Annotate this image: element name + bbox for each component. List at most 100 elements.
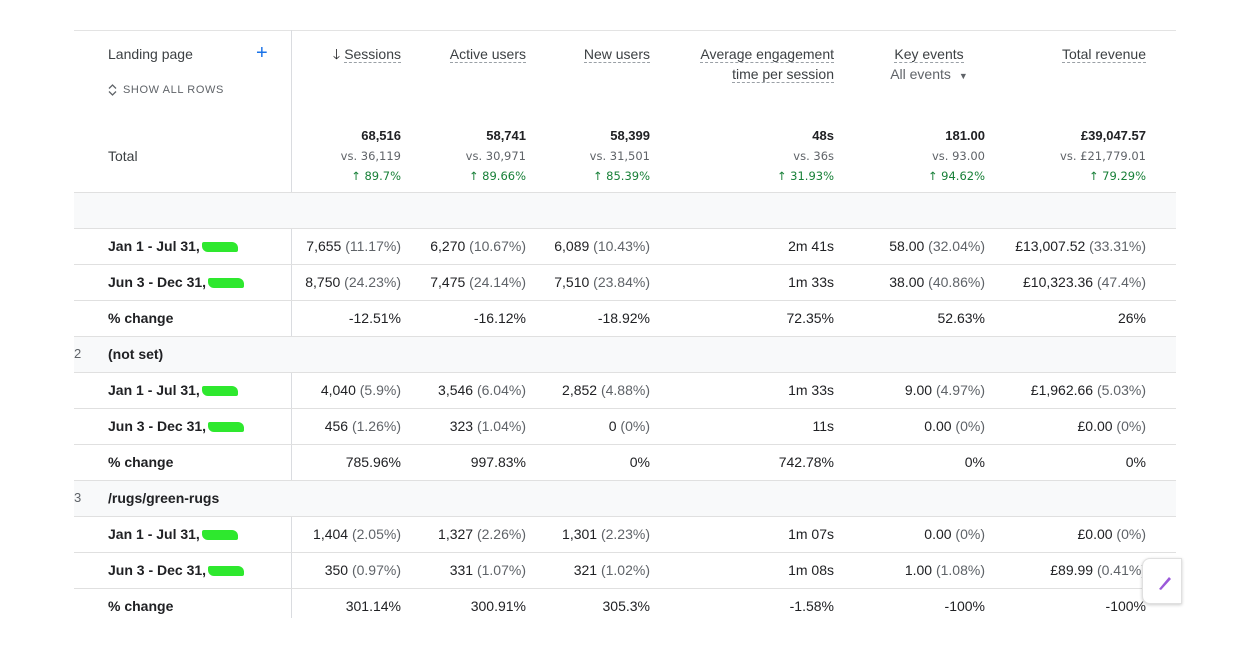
metric-value: -16.12% [473, 310, 526, 326]
metric-share: (5.9%) [355, 382, 401, 398]
column-header-total-revenue[interactable]: Total revenue [1061, 46, 1146, 63]
metric-cell: 785.96% [346, 454, 401, 470]
metric-cell: 331 (1.07%) [450, 562, 526, 578]
metric-value: 72.35% [786, 310, 834, 326]
metric-value: 4,040 [320, 382, 356, 398]
metric-share: (1.02%) [597, 562, 650, 578]
metric-value: 742.78% [778, 454, 834, 470]
group-label[interactable]: (not set) [108, 346, 164, 362]
key-events-selector[interactable]: All events ▼ [890, 66, 968, 82]
column-header-active-users[interactable]: Active users [449, 46, 526, 63]
metric-cell: 52.63% [938, 310, 985, 326]
metric-value: 997.83% [470, 454, 526, 470]
column-header-avg-engagement[interactable]: Average engagement time per session [700, 46, 834, 83]
total-cell: 181.00 vs. 93.00 ↑ 94.62% [845, 126, 985, 186]
comparison-value: vs. 36s [793, 149, 834, 163]
table-row: Jan 1 - Jul 31, 4,040 (5.9%) 3,546 (6.04%)… [74, 372, 1176, 408]
row-label: Jun 3 - Dec 31, [108, 418, 245, 434]
metric-share: (1.04%) [473, 418, 526, 434]
table-row: Jan 1 - Jul 31, 1,404 (2.05%) 1,327 (2.26%… [74, 516, 1176, 552]
metric-cell: 1,404 (2.05%) [313, 526, 401, 542]
metric-value: 0% [964, 454, 985, 470]
metric-cell: -100% [945, 598, 985, 614]
total-cell: 68,516 vs. 36,119 ↑ 89.7% [261, 126, 401, 186]
metric-cell: 0% [965, 454, 985, 470]
metric-value: 52.63% [937, 310, 985, 326]
metric-share: (2.23%) [597, 526, 650, 542]
metric-share: (0.97%) [348, 562, 401, 578]
table-row: % change -12.51% -16.12% -18.92% 72.35% 52.63… [74, 300, 1176, 336]
metric-share: (4.97%) [932, 382, 985, 398]
metric-cell: 9.00 (4.97%) [905, 382, 985, 398]
row-label-text: Jan 1 - Jul 31, [108, 526, 200, 542]
metric-cell: 0.00 (0%) [924, 418, 985, 434]
metric-cell: 6,089 (10.43%) [554, 238, 650, 254]
metric-cell: 8,750 (24.23%) [305, 274, 401, 290]
row-label: Jan 1 - Jul 31, [108, 238, 238, 254]
metric-share: (23.84%) [589, 274, 650, 290]
comparison-value: vs. 30,971 [465, 149, 526, 163]
group-row [74, 192, 1176, 228]
metric-cell: 456 (1.26%) [325, 418, 401, 434]
metric-value: 785.96% [345, 454, 401, 470]
metric-cell: 742.78% [779, 454, 834, 470]
change-percent: ↑ 89.66% [468, 169, 526, 183]
plus-icon[interactable]: + [256, 42, 268, 64]
dimension-header[interactable]: Landing page [108, 46, 193, 62]
row-label: % change [108, 310, 173, 326]
metric-cell: 305.3% [603, 598, 650, 614]
edit-button[interactable] [1142, 558, 1182, 604]
metric-value: £1,962.66 [1030, 382, 1094, 398]
metric-value: 331 [449, 562, 474, 578]
row-label-text: % change [108, 454, 174, 470]
metric-share: (4.88%) [597, 382, 650, 398]
redaction-mark [201, 386, 238, 397]
comparison-value: vs. 36,119 [340, 149, 401, 163]
column-header-new-users[interactable]: New users [583, 46, 650, 63]
total-label: Total [108, 148, 138, 164]
metric-cell: 72.35% [787, 310, 834, 326]
metric-value: 1.00 [904, 562, 933, 578]
metric-share: (0%) [616, 418, 650, 434]
metric-share: (2.05%) [348, 526, 401, 542]
metric-value: 3,546 [438, 382, 474, 398]
row-label: Jun 3 - Dec 31, [108, 562, 245, 578]
metric-cell: £0.00 (0%) [1078, 526, 1147, 542]
table-row: Jun 3 - Dec 31, 8,750 (24.23%) 7,475 (24.1… [74, 264, 1176, 300]
column-header-key-events[interactable]: Key events All events ▼ [879, 44, 979, 86]
metric-cell: -100% [1106, 598, 1146, 614]
metric-share: (1.07%) [473, 562, 526, 578]
metric-share: (6.04%) [473, 382, 526, 398]
change-percent: ↑ 31.93% [776, 169, 834, 183]
arrow-down-icon: 🡓 [332, 46, 341, 62]
metric-value: 38.00 [889, 274, 925, 290]
show-all-rows-button[interactable]: SHOW ALL ROWS [108, 84, 224, 96]
total-cell: 58,399 vs. 31,501 ↑ 85.39% [510, 126, 650, 186]
metric-value: 58.00 [889, 238, 925, 254]
metric-share: (24.14%) [465, 274, 526, 290]
metric-share: (0%) [1112, 418, 1146, 434]
change-percent: ↑ 79.29% [1088, 169, 1146, 183]
report-table: Landing page + SHOW ALL ROWS 🡓 Sessions A… [74, 30, 1176, 618]
column-header-sessions[interactable]: 🡓 Sessions [332, 46, 401, 63]
metric-value: 11s [812, 418, 834, 434]
metric-cell: 1,301 (2.23%) [562, 526, 650, 542]
metric-share: (40.86%) [924, 274, 985, 290]
metric-cell: 1.00 (1.08%) [905, 562, 985, 578]
metric-value: 0.00 [924, 526, 952, 542]
metric-share: (0%) [951, 526, 985, 542]
group-row: 3/rugs/green-rugs [74, 480, 1176, 516]
metric-share: (0.41%) [1093, 562, 1146, 578]
metric-cell: 26% [1118, 310, 1146, 326]
metric-value: -100% [944, 598, 985, 614]
metric-share: (1.08%) [932, 562, 985, 578]
metric-value: 0 [608, 418, 617, 434]
metric-cell: £0.00 (0%) [1078, 418, 1147, 434]
metric-value: 1m 33s [788, 382, 834, 398]
metric-share: (2.26%) [473, 526, 526, 542]
group-label[interactable]: /rugs/green-rugs [108, 490, 220, 506]
metric-value: 0% [629, 454, 650, 470]
row-index: 3 [74, 490, 82, 505]
metric-value: 2m 41s [788, 238, 834, 254]
metric-value: £10,323.36 [1023, 274, 1094, 290]
